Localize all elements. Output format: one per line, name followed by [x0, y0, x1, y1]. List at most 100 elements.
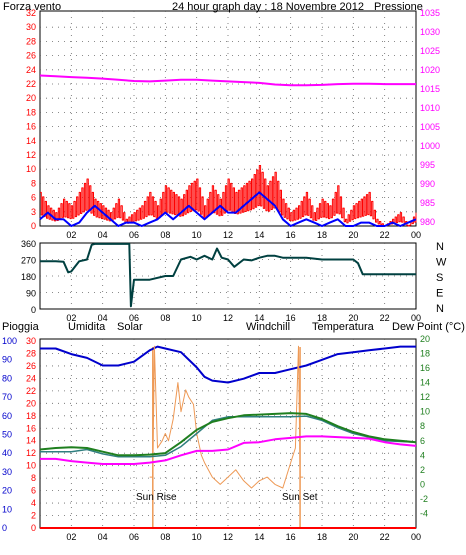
compass-label: E — [436, 288, 443, 300]
rain-y-tick: 22 — [26, 386, 36, 396]
dewpoint-label: Dew Point (°C) — [392, 321, 465, 333]
wind-average-line — [39, 191, 417, 227]
humidity-y-tick: 40 — [2, 448, 12, 458]
compass-label: S — [436, 272, 443, 284]
temperature-y-tick: 16 — [420, 363, 430, 373]
temperature-y-tick: 6 — [420, 436, 425, 446]
lower-x-tick: 02 — [66, 532, 76, 542]
wind-y-tick: 22 — [26, 79, 36, 89]
direction-x-tick: 22 — [380, 313, 390, 323]
direction-x-tick: 12 — [223, 313, 233, 323]
temperature-y-tick: 18 — [420, 349, 430, 359]
direction-line — [40, 242, 416, 308]
solar-label: Solar — [117, 321, 143, 333]
rain-y-tick: 28 — [26, 348, 36, 358]
wind-y-tick: 10 — [26, 164, 36, 174]
wind-y-tick: 16 — [26, 122, 36, 132]
lower-x-tick: 14 — [254, 532, 264, 542]
humidity-y-tick: 80 — [2, 373, 12, 383]
chart-title: 24 hour graph day : 18 Novembre 2012 — [172, 1, 364, 13]
windchill-label: Windchill — [246, 321, 290, 333]
pressure-y-tick: 995 — [420, 160, 435, 170]
humidity-y-tick: 50 — [2, 430, 12, 440]
wind-y-tick: 14 — [26, 136, 36, 146]
direction-x-tick: 18 — [317, 313, 327, 323]
wind-x-tick: 10 — [192, 230, 202, 240]
lower-x-tick: 08 — [160, 532, 170, 542]
lower-x-tick: 18 — [317, 532, 327, 542]
wind-y-tick: 18 — [26, 107, 36, 117]
wind-x-tick: 20 — [348, 230, 358, 240]
wind-x-tick: 16 — [286, 230, 296, 240]
humidity-y-tick: 0 — [2, 523, 7, 533]
wind-y-tick: 30 — [26, 22, 36, 32]
wind-x-tick: 14 — [254, 230, 264, 240]
direction-y-tick: 0 — [31, 305, 36, 315]
direction-x-tick: 20 — [348, 313, 358, 323]
humidity-y-tick: 20 — [2, 486, 12, 496]
humidity-y-tick: 70 — [2, 392, 12, 402]
pressure-line — [39, 74, 416, 87]
direction-x-tick: 14 — [254, 313, 264, 323]
lower-x-tick: 22 — [380, 532, 390, 542]
solar-line — [149, 345, 304, 489]
direction-y-tick: 360 — [21, 239, 36, 249]
wind-y-tick: 26 — [26, 51, 36, 61]
pressure-label: Pressione — [374, 1, 423, 13]
direction-x-tick: 04 — [98, 313, 108, 323]
wind-y-tick: 3 — [31, 207, 36, 217]
pressure-y-tick: 1010 — [420, 103, 440, 113]
temperature-y-tick: 10 — [420, 407, 430, 417]
humidity-label: Umidita — [68, 321, 106, 333]
rain-y-tick: 8 — [31, 473, 36, 483]
lower-x-tick: 00 — [411, 532, 421, 542]
rain-y-tick: 14 — [26, 436, 36, 446]
wind-y-tick: 28 — [26, 36, 36, 46]
temperature-line — [39, 412, 417, 457]
direction-y-tick: 180 — [21, 272, 36, 282]
humidity-line — [40, 345, 416, 384]
pressure-y-tick: 1035 — [420, 8, 440, 18]
wind-y-tick: 24 — [26, 65, 36, 75]
wind-y-tick: 20 — [26, 93, 36, 103]
lower-x-tick: 16 — [286, 532, 296, 542]
wind-y-tick: 0 — [31, 221, 36, 231]
temperature-y-tick: -4 — [420, 508, 428, 518]
temperature-label: Temperatura — [312, 321, 375, 333]
wind-gust-line — [40, 165, 417, 227]
compass-label: N — [436, 241, 444, 253]
lower-x-tick: 12 — [223, 532, 233, 542]
temperature-y-tick: 8 — [420, 421, 425, 431]
rain-y-tick: 2 — [31, 511, 36, 521]
wind-y-tick: 8 — [31, 178, 36, 188]
windchill-line — [40, 415, 417, 458]
rain-y-tick: 4 — [31, 498, 36, 508]
direction-y-tick: 90 — [26, 289, 36, 299]
dewpoint-line — [40, 435, 417, 465]
rain-y-tick: 0 — [31, 523, 36, 533]
wind-x-tick: 02 — [66, 230, 76, 240]
wind-x-tick: 22 — [380, 230, 390, 240]
temperature-y-tick: 0 — [420, 479, 425, 489]
lower-x-tick: 10 — [192, 532, 202, 542]
rain-y-tick: 24 — [26, 373, 36, 383]
humidity-y-tick: 60 — [2, 411, 12, 421]
temperature-y-tick: 14 — [420, 378, 430, 388]
direction-x-tick: 02 — [66, 313, 76, 323]
wind-x-tick: 04 — [98, 230, 108, 240]
temperature-y-tick: 2 — [420, 465, 425, 475]
lower-x-tick: 06 — [129, 532, 139, 542]
pressure-y-tick: 1030 — [420, 27, 440, 37]
compass-label: N — [436, 303, 444, 315]
humidity-y-tick: 10 — [2, 504, 12, 514]
series-layer — [39, 74, 417, 529]
sunset-annotation: Sun Set — [282, 492, 318, 503]
rain-y-tick: 10 — [26, 461, 36, 471]
lower-x-tick: 04 — [98, 532, 108, 542]
sunrise-annotation: Sun Rise — [136, 492, 177, 503]
rain-y-tick: 12 — [26, 448, 36, 458]
temperature-y-tick: 4 — [420, 450, 425, 460]
wind-x-tick: 12 — [223, 230, 233, 240]
wind-x-tick: 00 — [411, 230, 421, 240]
